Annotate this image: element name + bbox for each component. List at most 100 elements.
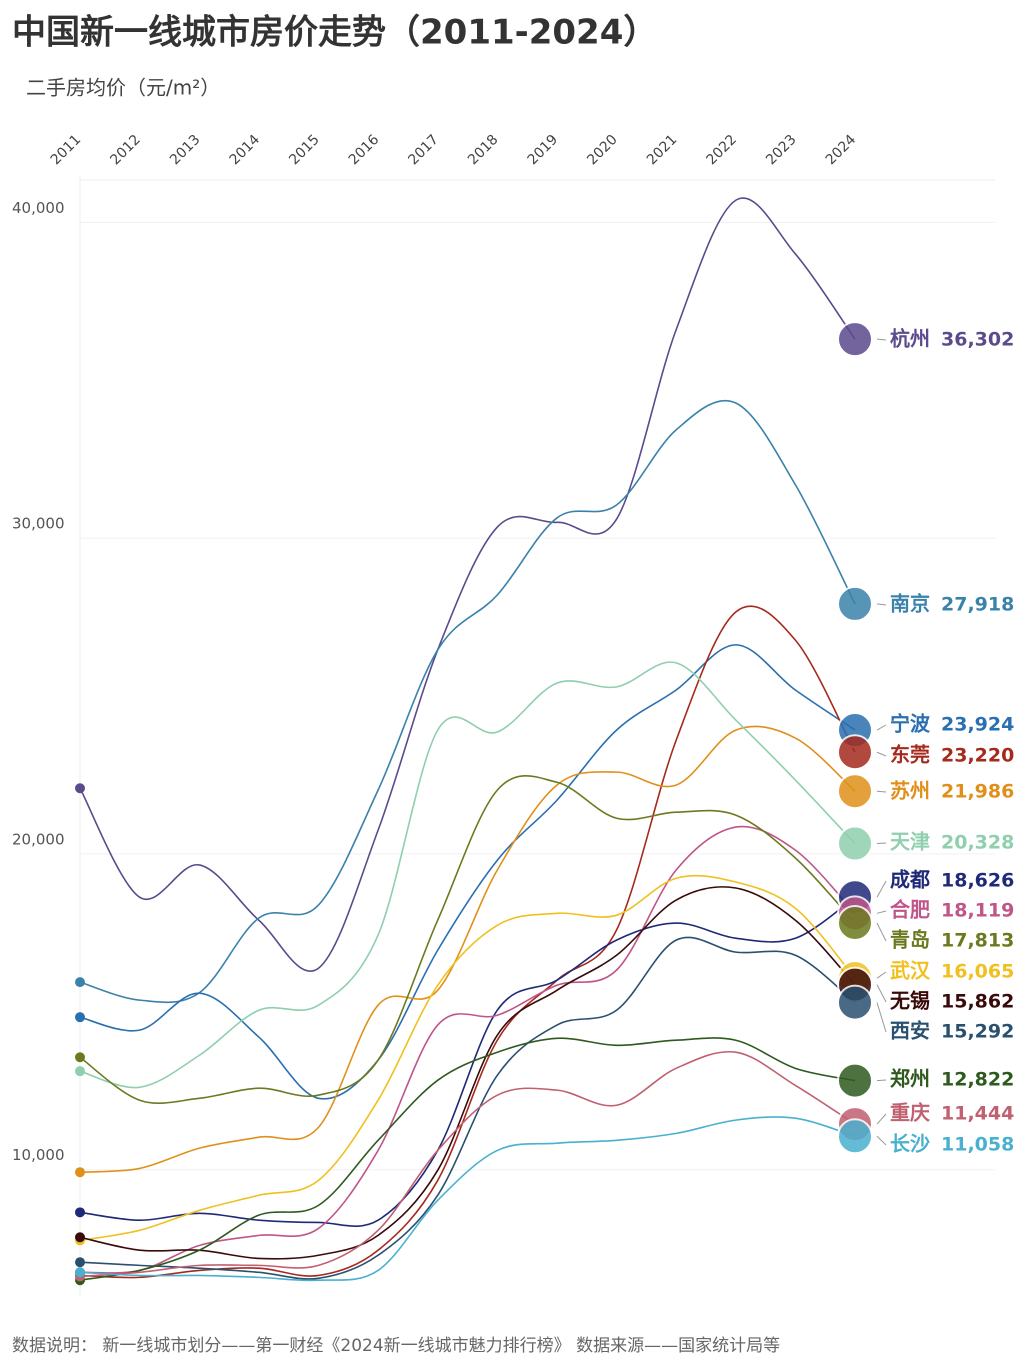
leader (876, 338, 887, 341)
end-icon (837, 773, 873, 810)
leader (876, 751, 887, 757)
series-line (79, 1116, 856, 1282)
value-label: 20,328 (941, 832, 1014, 854)
legend-name: 成都 (890, 868, 930, 892)
start-dot (75, 783, 85, 794)
value-label: 23,924 (941, 714, 1014, 736)
y-tick-label: 40,000 (12, 199, 65, 217)
legend-name: 西安 (890, 1019, 930, 1043)
x-tick-label: 2015 (286, 132, 323, 169)
chart-title: 中国新一线城市房价走势（2011-2024） (12, 13, 657, 53)
value-label: 36,302 (941, 329, 1014, 351)
end-icon (837, 321, 873, 358)
x-tick-label: 2013 (167, 132, 204, 169)
legend-name: 苏州 (890, 779, 930, 803)
value-label: 21,986 (941, 781, 1014, 803)
footnote: 数据说明： 新一线城市划分——第一财经《2024新一线城市魅力排行榜》 数据来源… (12, 1336, 780, 1356)
legend-name: 重庆 (890, 1101, 930, 1125)
legend-name: 郑州 (890, 1067, 930, 1091)
value-label: 16,065 (941, 961, 1014, 983)
series-line (79, 1050, 856, 1278)
start-dot (75, 1267, 85, 1278)
x-tick-label: 2012 (107, 132, 144, 169)
value-label: 18,119 (941, 900, 1014, 922)
x-tick-label: 2021 (644, 132, 681, 169)
leader (876, 842, 887, 845)
end-icon (837, 585, 873, 622)
legend-name: 无锡 (890, 989, 930, 1013)
x-tick-label: 2020 (584, 132, 621, 169)
series-line (79, 936, 856, 1280)
legend-name: 杭州 (890, 327, 930, 351)
x-tick-label: 2023 (763, 132, 800, 169)
leader (876, 910, 887, 914)
legend-name: 青岛 (890, 928, 930, 952)
legend-name: 合肥 (890, 898, 930, 922)
leader (876, 984, 887, 1003)
series-line (79, 896, 856, 1227)
leader (876, 603, 887, 606)
series-line (79, 874, 856, 1242)
start-dot (75, 1232, 85, 1243)
start-dot (75, 1167, 85, 1178)
x-tick-label: 2016 (346, 132, 383, 169)
series-line (79, 605, 856, 1279)
legend-name: 东莞 (890, 743, 930, 767)
series-line (79, 825, 856, 1274)
x-tick-label: 2017 (405, 132, 442, 169)
value-label: 27,918 (941, 594, 1014, 616)
legend-name: 天津 (890, 830, 930, 854)
value-label: 11,058 (941, 1134, 1014, 1156)
series-line (79, 725, 856, 1174)
series-line (79, 886, 856, 1260)
series-line (79, 775, 856, 1104)
legend-name: 长沙 (890, 1132, 930, 1156)
leader (876, 1002, 887, 1033)
x-tick-label: 2019 (525, 132, 562, 169)
end-icon (837, 734, 873, 771)
series-line (79, 399, 856, 1004)
x-tick-label: 2014 (227, 132, 264, 169)
chart-subtitle: 二手房均价（元/m²） (26, 76, 220, 100)
leader (876, 880, 887, 898)
x-tick-label: 2024 (823, 132, 860, 169)
series-line (79, 1037, 856, 1281)
x-tick-label: 2022 (704, 132, 741, 169)
x-tick-label: 2011 (48, 132, 85, 169)
y-tick-label: 10,000 (12, 1146, 65, 1164)
series-line (79, 644, 856, 1100)
start-dot (75, 1257, 85, 1268)
x-tick-label: 2018 (465, 132, 502, 169)
series-line (79, 197, 856, 972)
leader (876, 790, 887, 793)
value-label: 18,626 (941, 870, 1014, 892)
value-label: 23,220 (941, 745, 1014, 767)
leader (876, 1079, 887, 1082)
value-label: 15,862 (941, 991, 1014, 1013)
value-label: 17,813 (941, 930, 1014, 952)
end-icon (837, 904, 873, 941)
leader (876, 971, 887, 979)
y-tick-label: 20,000 (12, 830, 65, 848)
leader (876, 922, 887, 942)
value-label: 12,822 (941, 1069, 1014, 1091)
leader (876, 1113, 887, 1125)
series-line (79, 661, 856, 1089)
end-icon (837, 825, 873, 862)
legend-name: 宁波 (890, 712, 931, 736)
end-icon (837, 984, 873, 1021)
leader (876, 1135, 887, 1146)
y-tick-label: 30,000 (12, 515, 65, 533)
leader (876, 724, 887, 731)
value-label: 15,292 (941, 1021, 1014, 1043)
legend-name: 武汉 (890, 959, 931, 983)
legend-name: 南京 (890, 592, 930, 616)
start-dot (75, 977, 85, 988)
end-icon (837, 1062, 873, 1099)
start-dot (75, 1207, 85, 1218)
end-icon (837, 1118, 873, 1155)
start-dot (75, 1012, 85, 1023)
value-label: 11,444 (941, 1103, 1014, 1125)
start-dot (75, 1052, 85, 1063)
